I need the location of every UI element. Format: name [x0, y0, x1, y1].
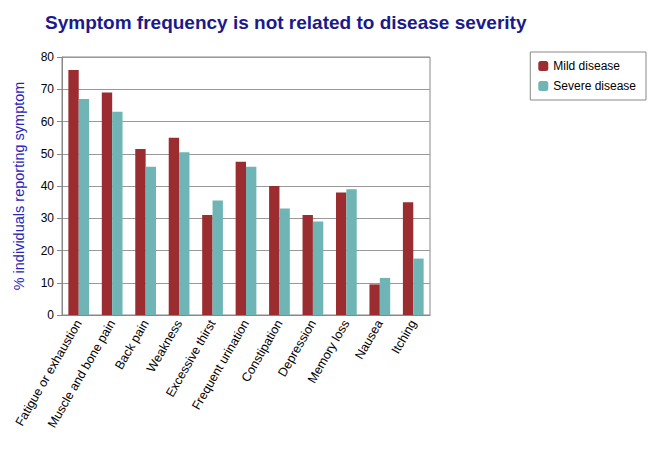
svg-text:20: 20: [41, 244, 55, 258]
svg-text:10: 10: [41, 276, 55, 290]
svg-text:80: 80: [41, 50, 55, 64]
svg-text:Weakness: Weakness: [144, 317, 186, 375]
svg-text:50: 50: [41, 147, 55, 161]
svg-text:Muscle and bone pain: Muscle and bone pain: [45, 317, 118, 430]
svg-text:70: 70: [41, 82, 55, 96]
svg-text:Back pain: Back pain: [112, 317, 152, 372]
svg-text:Fatigue or exhaustion: Fatigue or exhaustion: [12, 317, 85, 429]
svg-text:0: 0: [47, 308, 54, 322]
svg-text:40: 40: [41, 179, 55, 193]
svg-text:Nausea: Nausea: [352, 317, 386, 361]
svg-text:Mild disease: Mild disease: [553, 59, 620, 73]
svg-text:60: 60: [41, 115, 55, 129]
svg-text:Constipation: Constipation: [238, 317, 286, 385]
svg-text:Severe disease: Severe disease: [553, 79, 636, 93]
svg-text:Frequent urination: Frequent urination: [189, 317, 252, 412]
svg-text:30: 30: [41, 211, 55, 225]
svg-text:Excessive thirst: Excessive thirst: [163, 317, 219, 400]
svg-text:Symptom frequency is not relat: Symptom frequency is not related to dise…: [45, 12, 527, 33]
svg-text:% individuals reporting sympto: % individuals reporting symptom: [11, 82, 27, 291]
svg-text:Depression: Depression: [275, 317, 319, 380]
svg-text:Memory loss: Memory loss: [305, 317, 353, 385]
svg-text:Itching: Itching: [389, 317, 420, 356]
